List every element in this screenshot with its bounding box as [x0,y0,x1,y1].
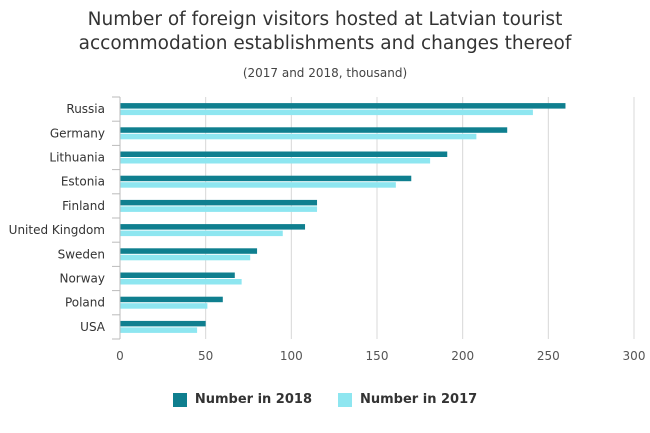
category-label: Germany [50,126,105,140]
bar-2018 [120,224,306,230]
chart-title-line-2: accommodation establishments and changes… [78,33,572,54]
legend-item-2017[interactable]: Number in 2017 [338,392,477,407]
chart-title: Number of foreign visitors hosted at Lat… [0,8,650,56]
x-tick-label: 0 [116,349,124,363]
bar-2018 [120,199,318,206]
x-tick-label: 150 [366,349,389,363]
bar-2018 [120,151,448,157]
bar-2018 [120,320,206,327]
category-label: Estonia [61,175,105,189]
legend-label-2017: Number in 2017 [360,392,478,407]
x-tick-label: 100 [280,349,303,363]
category-label: United Kingdom [9,223,105,237]
legend-item-2018[interactable]: Number in 2018 [172,392,312,407]
bar-2017 [120,206,318,212]
category-label: Russia [66,102,105,116]
bar-2017 [120,158,431,164]
bar-2018 [120,272,235,278]
legend: Number in 2018 Number in 2017 [0,392,650,407]
chart-title-line-1: Number of foreign visitors hosted at Lat… [87,9,563,30]
x-tick-label: 250 [537,349,560,363]
category-label: Lithuania [49,151,105,165]
legend-label-2018: Number in 2018 [194,392,312,407]
bar-2018 [120,248,258,254]
legend-swatch-2018 [172,392,187,407]
bar-2018 [120,103,566,109]
bar-2018 [120,175,412,182]
bar-2017 [120,303,208,309]
bar-2018 [120,296,223,303]
bar-2018 [120,127,508,133]
bar-2017 [120,182,396,188]
bar-2017 [120,279,242,285]
legend-swatch-2017 [338,392,352,407]
chart-subtitle: (2017 and 2018, thousand) [242,66,408,80]
x-tick-label: 50 [198,349,213,363]
category-label: Poland [65,296,105,310]
bar-2017 [120,254,251,261]
bar-2017 [120,133,477,140]
category-label: Norway [59,272,105,286]
x-tick-label: 200 [451,349,474,363]
x-tick-label: 300 [623,349,646,363]
bar-2017 [120,109,533,116]
category-label: USA [80,320,106,334]
bar-2017 [120,327,198,333]
bar-2017 [120,230,283,237]
category-label: Sweden [58,247,105,261]
category-label: Finland [62,199,105,213]
